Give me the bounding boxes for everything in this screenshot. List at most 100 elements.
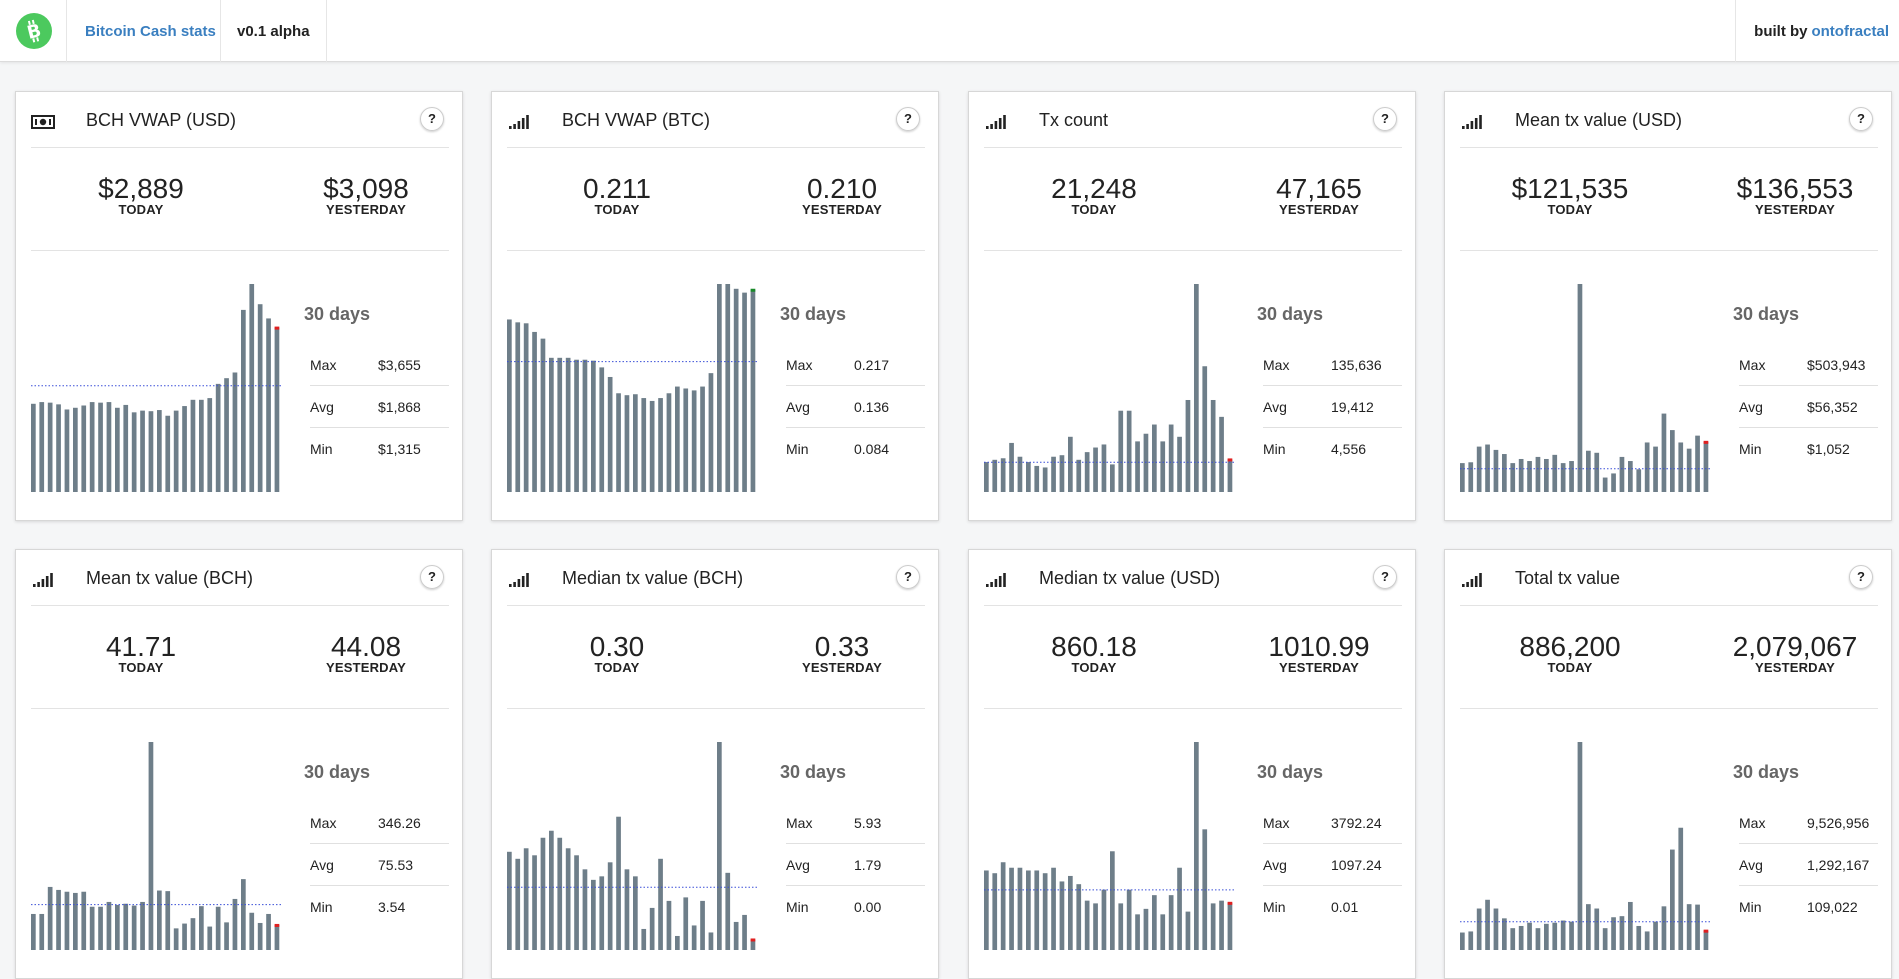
help-button[interactable]: ? xyxy=(420,107,444,131)
range-label: 30 days xyxy=(780,304,847,324)
card-header: BCH VWAP (USD)? xyxy=(31,92,449,148)
bar xyxy=(1152,895,1157,950)
avg-label: Avg xyxy=(786,399,810,415)
avg-row: Avg $56,352 xyxy=(1739,386,1878,428)
bar xyxy=(1017,456,1023,492)
today-value: $2,889 xyxy=(98,173,184,204)
max-value: 0.217 xyxy=(854,357,890,373)
sparkline-chart xyxy=(1460,740,1712,955)
bar xyxy=(624,395,630,492)
range-label: 30 days xyxy=(1257,762,1324,782)
bar xyxy=(1678,827,1684,950)
help-button[interactable]: ? xyxy=(1849,565,1873,589)
yesterday-label: YESTERDAY xyxy=(801,202,883,217)
bar xyxy=(574,359,579,492)
bar xyxy=(683,897,689,950)
help-button[interactable]: ? xyxy=(896,565,920,589)
bar xyxy=(64,891,70,950)
min-label: Min xyxy=(310,899,333,915)
today-value: 0.30 xyxy=(589,631,645,662)
bar xyxy=(1093,447,1098,492)
bar xyxy=(199,399,204,492)
bar xyxy=(633,876,638,950)
bar xyxy=(666,393,672,492)
bar xyxy=(540,837,546,950)
help-button[interactable]: ? xyxy=(1849,107,1873,131)
max-value: $3,655 xyxy=(378,357,421,373)
card-title: BCH VWAP (BTC) xyxy=(562,110,711,130)
author-link[interactable]: ontofractal xyxy=(1811,22,1889,40)
bar xyxy=(1628,901,1633,950)
bar xyxy=(992,873,998,950)
help-button[interactable]: ? xyxy=(1373,107,1397,131)
max-label: Max xyxy=(1263,357,1290,373)
card-title: Median tx value (USD) xyxy=(1039,568,1221,588)
avg-value: 1097.24 xyxy=(1331,857,1382,873)
bar xyxy=(649,400,655,492)
bar xyxy=(1143,433,1149,492)
money-icon xyxy=(31,114,55,130)
min-label: Min xyxy=(1739,441,1762,457)
bar xyxy=(1168,895,1174,950)
max-label: Max xyxy=(1739,815,1766,831)
bar xyxy=(1084,452,1090,492)
bar xyxy=(1619,456,1625,492)
bar xyxy=(1194,284,1199,492)
bar xyxy=(607,862,613,950)
sparkline-chart xyxy=(984,740,1236,955)
stat-card: BCH VWAP (USD)? $2,889 TODAY $3,098 YESTERDA… xyxy=(15,91,463,521)
today-stat: 41.71 TODAY xyxy=(61,632,221,676)
bar xyxy=(599,876,605,950)
yesterday-stat: 47,165 YESTERDAY xyxy=(1239,174,1399,218)
max-label: Max xyxy=(786,357,813,373)
brand-link[interactable]: Bitcoin Cash stats xyxy=(66,0,234,62)
bar xyxy=(1661,413,1667,492)
bar xyxy=(31,403,36,492)
bar xyxy=(1076,459,1082,492)
bar xyxy=(1118,903,1124,950)
sparkline-chart xyxy=(31,282,283,497)
card-title: Mean tx value (BCH) xyxy=(86,568,254,588)
latest-marker xyxy=(1227,901,1233,905)
yesterday-stat: $3,098 YESTERDAY xyxy=(286,174,446,218)
max-value: 135,636 xyxy=(1331,357,1382,373)
bar xyxy=(123,903,129,950)
bar xyxy=(1101,889,1107,950)
bar xyxy=(1000,862,1006,950)
card-header: Mean tx value (BCH)? xyxy=(31,550,449,606)
bar xyxy=(224,922,229,950)
bitcoin-cash-logo-icon[interactable]: B xyxy=(16,13,52,49)
bar xyxy=(1510,928,1516,950)
bar xyxy=(532,855,537,950)
bar xyxy=(215,383,221,492)
min-row: Min 0.084 xyxy=(786,428,925,470)
bar xyxy=(1619,916,1625,950)
bar xyxy=(1594,908,1600,950)
bar xyxy=(750,939,756,950)
bar xyxy=(73,407,78,492)
bar xyxy=(257,304,263,492)
bar xyxy=(1611,917,1616,950)
today-label: TODAY xyxy=(594,202,640,217)
min-value: 0.01 xyxy=(1331,899,1359,915)
bar xyxy=(1177,867,1182,950)
help-button[interactable]: ? xyxy=(896,107,920,131)
bar xyxy=(1468,462,1474,492)
help-button[interactable]: ? xyxy=(1373,565,1397,589)
help-button[interactable]: ? xyxy=(420,565,444,589)
built-by-prefix: built by xyxy=(1754,22,1808,40)
bar xyxy=(733,921,739,950)
stat-card: Mean tx value (BCH)? 41.71 TODAY 44.08 YESTE… xyxy=(15,549,463,979)
today-value: 0.211 xyxy=(583,173,651,204)
bar xyxy=(1210,903,1216,950)
bar xyxy=(1177,436,1182,492)
bar xyxy=(190,399,196,492)
stats-divider xyxy=(31,250,449,251)
bar xyxy=(148,742,154,950)
min-value: 0.00 xyxy=(854,899,882,915)
bar xyxy=(1219,900,1224,950)
today-value: 886,200 xyxy=(1519,631,1621,662)
bar xyxy=(1544,458,1549,492)
bar xyxy=(1202,366,1208,492)
bar xyxy=(266,913,271,950)
